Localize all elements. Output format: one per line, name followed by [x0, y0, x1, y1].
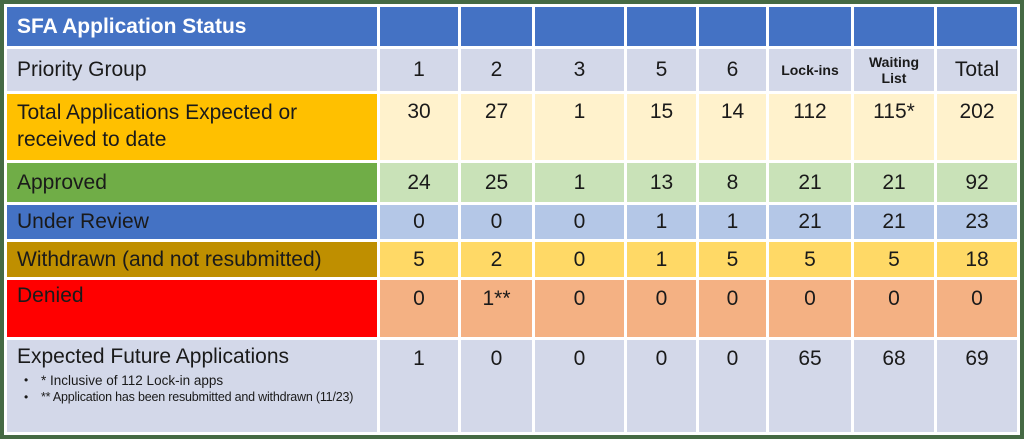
data-cell: 115*: [854, 94, 934, 160]
data-cell: 69: [937, 340, 1017, 432]
data-cell: 30: [380, 94, 458, 160]
data-cell: 14: [699, 94, 766, 160]
under-review-row: Under Review 0 0 0 1 1 21 21 23: [7, 205, 1017, 239]
data-cell: 0: [461, 340, 532, 432]
row-label-total-applications: Total Applications Expected or received …: [7, 94, 377, 160]
header-spacer-cell: [699, 7, 766, 46]
data-cell: 1: [699, 205, 766, 239]
header-spacer-cell: [937, 7, 1017, 46]
row-label-withdrawn: Withdrawn (and not resubmitted): [7, 242, 377, 277]
data-cell: 5: [699, 242, 766, 277]
column-header-2: 2: [461, 49, 532, 91]
data-cell: 5: [854, 242, 934, 277]
data-cell: 1: [380, 340, 458, 432]
data-cell: 1: [535, 163, 624, 202]
data-cell: 1: [535, 94, 624, 160]
data-cell: 5: [769, 242, 851, 277]
data-cell: 1**: [461, 280, 532, 337]
data-cell: 15: [627, 94, 696, 160]
row-label-approved: Approved: [7, 163, 377, 202]
priority-group-label: Priority Group: [7, 49, 377, 91]
table-title: SFA Application Status: [7, 7, 377, 46]
data-cell: 24: [380, 163, 458, 202]
footnote-lock-in-apps: * Inclusive of 112 Lock-in apps: [17, 373, 376, 388]
data-cell: 0: [535, 242, 624, 277]
data-cell: 0: [461, 205, 532, 239]
data-cell: 18: [937, 242, 1017, 277]
approved-row: Approved 24 25 1 13 8 21 21 92: [7, 163, 1017, 202]
column-header-3: 3: [535, 49, 624, 91]
data-cell: 0: [937, 280, 1017, 337]
data-cell: 112: [769, 94, 851, 160]
column-header-total: Total: [937, 49, 1017, 91]
total-applications-row: Total Applications Expected or received …: [7, 94, 1017, 160]
data-cell: 5: [380, 242, 458, 277]
data-cell: 21: [769, 163, 851, 202]
data-cell: 21: [854, 205, 934, 239]
header-spacer-cell: [769, 7, 851, 46]
data-cell: 0: [699, 340, 766, 432]
data-cell: 68: [854, 340, 934, 432]
header-spacer-cell: [535, 7, 624, 46]
row-label-expected-future: Expected Future Applications * Inclusive…: [7, 340, 377, 432]
data-cell: 8: [699, 163, 766, 202]
data-cell: 0: [535, 280, 624, 337]
data-cell: 0: [699, 280, 766, 337]
data-cell: 0: [535, 340, 624, 432]
data-cell: 65: [769, 340, 851, 432]
column-header-1: 1: [380, 49, 458, 91]
data-cell: 0: [627, 340, 696, 432]
data-cell: 23: [937, 205, 1017, 239]
header-spacer-cell: [854, 7, 934, 46]
column-header-lock-ins: Lock-ins: [769, 49, 851, 91]
data-cell: 0: [854, 280, 934, 337]
denied-row: Denied 0 1** 0 0 0 0 0 0: [7, 280, 1017, 337]
header-spacer-cell: [380, 7, 458, 46]
data-cell: 13: [627, 163, 696, 202]
footnote-resubmitted: ** Application has been resubmitted and …: [17, 390, 376, 404]
expected-future-heading: Expected Future Applications: [17, 345, 289, 368]
data-cell: 25: [461, 163, 532, 202]
data-cell: 1: [627, 242, 696, 277]
data-cell: 27: [461, 94, 532, 160]
data-cell: 202: [937, 94, 1017, 160]
header-spacer-cell: [461, 7, 532, 46]
title-row: SFA Application Status: [7, 7, 1017, 46]
row-label-under-review: Under Review: [7, 205, 377, 239]
expected-future-row: Expected Future Applications * Inclusive…: [7, 340, 1017, 432]
data-cell: 2: [461, 242, 532, 277]
data-cell: 0: [380, 205, 458, 239]
footnote-list: * Inclusive of 112 Lock-in apps ** Appli…: [17, 373, 376, 404]
row-label-denied: Denied: [7, 280, 377, 337]
data-cell: 0: [627, 280, 696, 337]
column-header-6: 6: [699, 49, 766, 91]
data-cell: 0: [535, 205, 624, 239]
data-cell: 92: [937, 163, 1017, 202]
data-cell: 0: [769, 280, 851, 337]
data-cell: 21: [769, 205, 851, 239]
column-header-5: 5: [627, 49, 696, 91]
column-header-row: Priority Group 1 2 3 5 6 Lock-ins Waitin…: [7, 49, 1017, 91]
column-header-waiting-list: Waiting List: [854, 49, 934, 91]
data-cell: 0: [380, 280, 458, 337]
data-cell: 21: [854, 163, 934, 202]
data-cell: 1: [627, 205, 696, 239]
withdrawn-row: Withdrawn (and not resubmitted) 5 2 0 1 …: [7, 242, 1017, 277]
header-spacer-cell: [627, 7, 696, 46]
